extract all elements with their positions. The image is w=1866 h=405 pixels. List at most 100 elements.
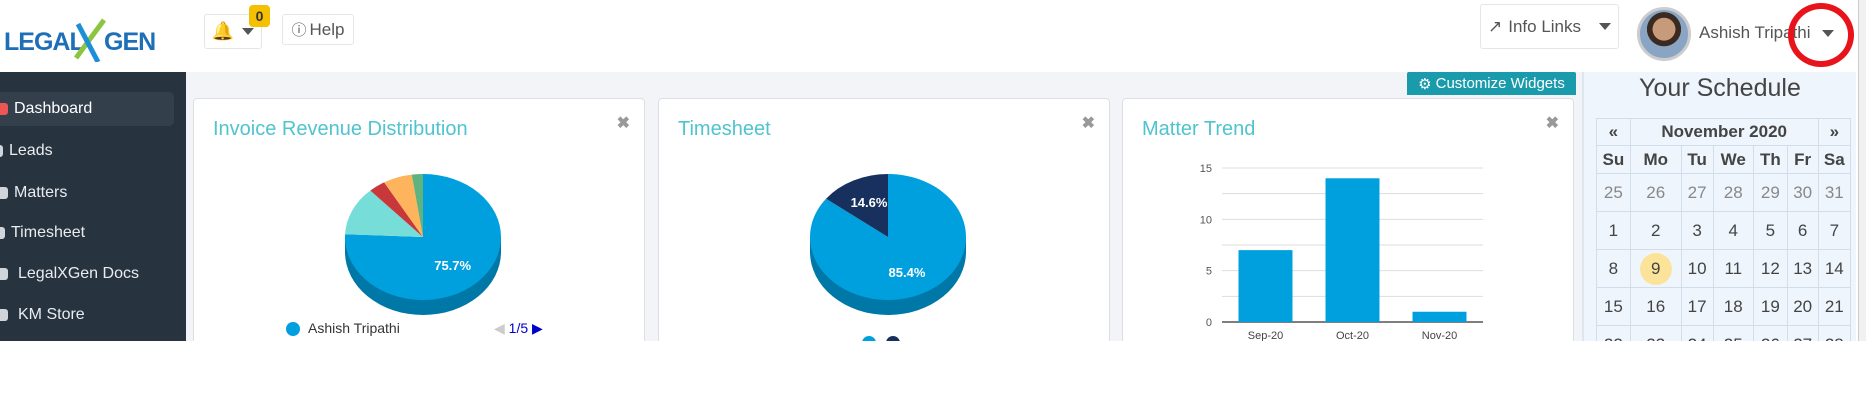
help-label: Help bbox=[309, 19, 345, 39]
pager-prev-icon[interactable]: ◀ bbox=[494, 320, 505, 336]
day-of-week: Mo bbox=[1629, 145, 1682, 174]
store-icon bbox=[0, 309, 8, 321]
calendar-day[interactable]: 1 bbox=[1596, 211, 1631, 250]
sidebar-item-label: Timesheet bbox=[11, 224, 86, 241]
calendar-day[interactable]: 23 bbox=[1629, 325, 1682, 341]
docs-icon bbox=[0, 268, 8, 280]
dashboard-icon bbox=[0, 103, 8, 115]
customize-widgets-button[interactable]: ⚙ Customize Widgets bbox=[1407, 72, 1576, 95]
calendar-day[interactable]: 20 bbox=[1786, 287, 1819, 326]
sidebar-item-km-store[interactable]: KM Store bbox=[0, 298, 174, 332]
widget-timesheet: Timesheet ✖ 85.4% 14.6% bbox=[658, 98, 1110, 341]
calendar-day[interactable]: 22 bbox=[1596, 325, 1631, 341]
user-name[interactable]: Ashish Tripathi bbox=[1699, 23, 1811, 42]
calendar-day[interactable]: 18 bbox=[1712, 287, 1755, 326]
sidebar-item-timesheet[interactable]: Timesheet bbox=[0, 216, 174, 250]
calendar-day[interactable]: 19 bbox=[1753, 287, 1788, 326]
pie-slice bbox=[826, 174, 888, 237]
sidebar-item-dashboard[interactable]: Dashboard bbox=[0, 92, 174, 126]
calendar-day[interactable]: 25 bbox=[1596, 173, 1631, 212]
calendar-day[interactable]: 6 bbox=[1786, 211, 1819, 250]
calendar-day[interactable]: 31 bbox=[1817, 173, 1852, 212]
pie-data-label: 75.7% bbox=[434, 258, 471, 273]
chevron-down-icon bbox=[242, 28, 255, 35]
pie-slice bbox=[384, 174, 423, 237]
calendar: «November 2020» Su Mo Tu We Th Fr Sa 25 26 27 28 2… bbox=[1596, 118, 1852, 341]
day-of-week: We bbox=[1712, 145, 1755, 174]
calendar-day[interactable]: 21 bbox=[1817, 287, 1852, 326]
calendar-day[interactable]: 9 bbox=[1629, 249, 1682, 288]
legend-swatch bbox=[862, 336, 876, 341]
info-links-label: Info Links bbox=[1508, 16, 1581, 36]
sidebar-item-label: LegalXGen Docs bbox=[18, 265, 139, 282]
calendar-next-button[interactable]: » bbox=[1817, 118, 1852, 146]
calendar-day[interactable]: 7 bbox=[1817, 211, 1852, 250]
calendar-day[interactable]: 26 bbox=[1753, 325, 1788, 341]
calendar-day[interactable]: 29 bbox=[1753, 173, 1788, 212]
page-scrollbar[interactable] bbox=[1858, 0, 1866, 341]
calendar-day[interactable]: 12 bbox=[1753, 249, 1788, 288]
calendar-day[interactable]: 28 bbox=[1712, 173, 1755, 212]
calendar-day[interactable]: 14 bbox=[1817, 249, 1852, 288]
calendar-day[interactable]: 25 bbox=[1712, 325, 1755, 341]
calendar-day[interactable]: 17 bbox=[1680, 287, 1714, 326]
calendar-day[interactable]: 8 bbox=[1596, 249, 1631, 288]
today-marker: 9 bbox=[1639, 252, 1672, 285]
user-avatar[interactable] bbox=[1637, 7, 1691, 61]
x-tick-label: Nov-20 bbox=[1422, 330, 1457, 341]
calendar-day[interactable]: 10 bbox=[1680, 249, 1714, 288]
highlight-circle-annotation bbox=[1788, 3, 1854, 67]
calendar-day[interactable]: 15 bbox=[1596, 287, 1631, 326]
pager-next-icon[interactable]: ▶ bbox=[532, 320, 543, 336]
calendar-day[interactable]: 5 bbox=[1753, 211, 1788, 250]
calendar-day[interactable]: 4 bbox=[1712, 211, 1755, 250]
calendar-day[interactable]: 26 bbox=[1629, 173, 1682, 212]
close-icon[interactable]: ✖ bbox=[1545, 115, 1559, 132]
calendar-day[interactable]: 27 bbox=[1786, 325, 1819, 341]
sidebar-item-label: KM Store bbox=[18, 306, 85, 323]
info-links-dropdown[interactable]: ↗ Info Links bbox=[1480, 4, 1619, 49]
y-tick-label: 15 bbox=[1200, 163, 1212, 175]
calendar-day[interactable]: 2 bbox=[1629, 211, 1682, 250]
sidebar-item-leads[interactable]: Leads bbox=[0, 134, 174, 168]
y-tick-label: 10 bbox=[1200, 214, 1212, 226]
calendar-day[interactable]: 11 bbox=[1712, 249, 1755, 288]
customize-widgets-label: Customize Widgets bbox=[1435, 75, 1565, 92]
matters-icon bbox=[0, 187, 8, 199]
schedule-panel: Your Schedule «November 2020» Su Mo Tu We Th… bbox=[1582, 72, 1856, 341]
calendar-day[interactable]: 3 bbox=[1680, 211, 1714, 250]
schedule-title: Your Schedule bbox=[1639, 74, 1801, 102]
sidebar-item-legalxgen-docs[interactable]: LegalXGen Docs bbox=[0, 257, 174, 291]
calendar-day[interactable]: 28 bbox=[1817, 325, 1852, 341]
legend-label: Ashish Tripathi bbox=[308, 320, 400, 336]
legalxgen-logo[interactable]: LEGAL GEN bbox=[4, 18, 164, 62]
bar bbox=[1412, 311, 1467, 322]
day-of-week: Tu bbox=[1680, 145, 1714, 174]
x-tick-label: Sep-20 bbox=[1248, 330, 1283, 341]
pager-text: 1/5 bbox=[508, 320, 529, 336]
help-button[interactable]: ⓘ Help bbox=[282, 14, 354, 45]
close-icon[interactable]: ✖ bbox=[616, 115, 630, 132]
calendar-day[interactable]: 27 bbox=[1680, 173, 1714, 212]
widget-title: Timesheet bbox=[678, 118, 771, 140]
svg-text:GEN: GEN bbox=[104, 28, 155, 56]
pie-slice bbox=[411, 174, 423, 237]
leads-icon bbox=[0, 145, 3, 157]
day-of-week: Sa bbox=[1817, 145, 1852, 174]
calendar-day[interactable]: 30 bbox=[1786, 173, 1819, 212]
calendar-month-label[interactable]: November 2020 bbox=[1629, 118, 1819, 146]
calendar-prev-button[interactable]: « bbox=[1596, 118, 1631, 146]
question-circle-icon: ⓘ bbox=[291, 22, 307, 39]
calendar-day[interactable]: 13 bbox=[1786, 249, 1819, 288]
sidebar-item-matters[interactable]: Matters bbox=[0, 176, 174, 210]
day-of-week: Th bbox=[1753, 145, 1788, 174]
legend-swatch bbox=[286, 322, 300, 336]
bar bbox=[1325, 178, 1380, 322]
calendar-day[interactable]: 16 bbox=[1629, 287, 1682, 326]
close-icon[interactable]: ✖ bbox=[1081, 115, 1095, 132]
calendar-day[interactable]: 24 bbox=[1680, 325, 1714, 341]
legend-pager[interactable]: ◀ 1/5 ▶ bbox=[494, 320, 543, 337]
clock-icon bbox=[0, 227, 5, 239]
sidebar: Dashboard Leads Matters Timesheet LegalX… bbox=[0, 72, 186, 341]
day-of-week: Su bbox=[1596, 145, 1631, 174]
